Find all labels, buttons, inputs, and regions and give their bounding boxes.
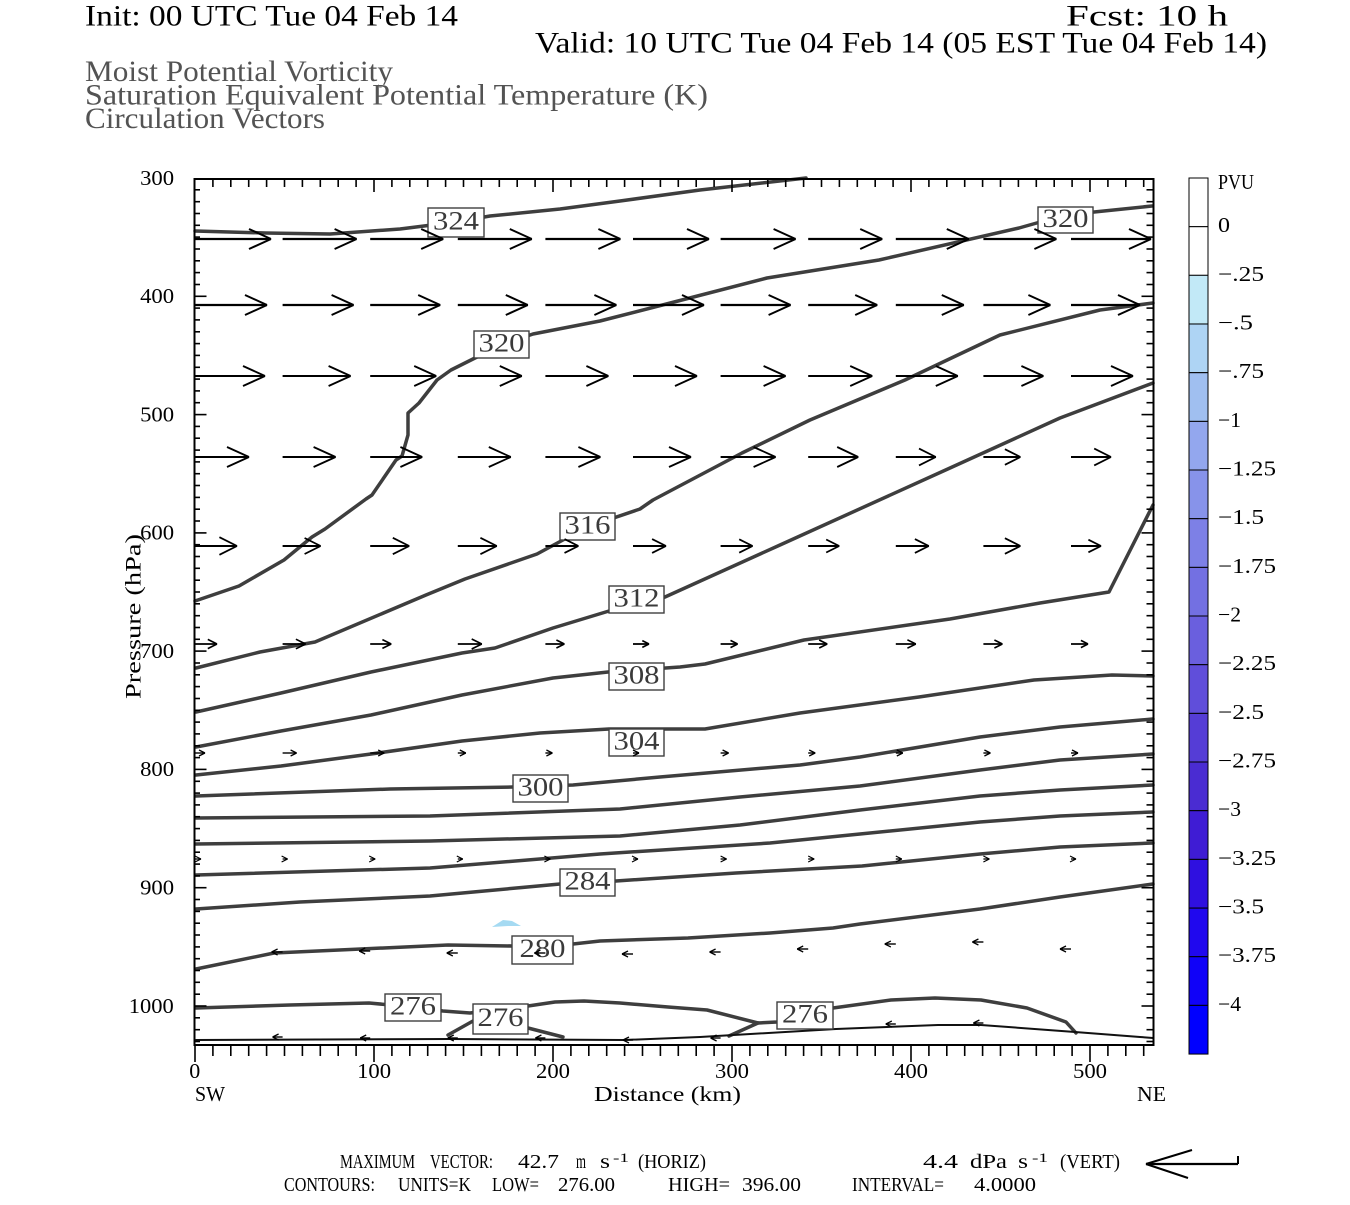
svg-text:INTERVAL=: INTERVAL=: [852, 1175, 944, 1196]
svg-text:−.25: −.25: [1218, 262, 1264, 286]
svg-text:300: 300: [518, 772, 564, 802]
svg-text:0: 0: [1218, 213, 1230, 237]
svg-text:Moist Potential Vorticity: Moist Potential Vorticity: [85, 56, 393, 88]
svg-text:PVU: PVU: [1218, 170, 1254, 194]
svg-text:280: 280: [520, 933, 566, 963]
svg-text:-1: -1: [613, 1150, 629, 1165]
svg-text:4.4: 4.4: [923, 1152, 958, 1173]
svg-text:500: 500: [140, 402, 174, 426]
svg-text:Init: 00 UTC Tue 04: Init: 00 UTC Tue 04 Feb 14: [85, 1, 458, 33]
svg-text:s: s: [1018, 1152, 1028, 1173]
svg-text:−4: −4: [1218, 992, 1242, 1016]
svg-text:276.00: 276.00: [558, 1175, 615, 1196]
svg-text:−3: −3: [1218, 797, 1241, 821]
svg-text:300: 300: [715, 1059, 749, 1083]
svg-text:NE: NE: [1137, 1082, 1166, 1106]
svg-text:4.0000: 4.0000: [974, 1175, 1036, 1196]
svg-text:600: 600: [140, 521, 174, 545]
svg-text:s: s: [600, 1152, 610, 1173]
svg-text:VECTOR:: VECTOR:: [430, 1152, 493, 1173]
svg-text:−1.25: −1.25: [1218, 457, 1276, 481]
svg-text:500: 500: [1073, 1059, 1107, 1083]
svg-text:276: 276: [478, 1002, 524, 1032]
svg-text:LOW=: LOW=: [492, 1175, 539, 1196]
svg-text:UNITS=K: UNITS=K: [398, 1175, 471, 1196]
svg-text:100: 100: [357, 1059, 391, 1083]
svg-text:HIGH=: HIGH=: [668, 1175, 730, 1196]
svg-text:Pressure (hPa): Pressure (hPa): [121, 534, 146, 699]
svg-text:−3.5: −3.5: [1218, 895, 1264, 919]
svg-text:−2.75: −2.75: [1218, 749, 1276, 773]
svg-text:396.00: 396.00: [742, 1175, 801, 1196]
svg-text:dPa: dPa: [970, 1152, 1007, 1173]
svg-text:42.7: 42.7: [518, 1152, 559, 1173]
svg-text:304: 304: [614, 726, 660, 756]
svg-text:−3.75: −3.75: [1218, 943, 1276, 967]
svg-text:316: 316: [565, 510, 611, 540]
svg-text:308: 308: [614, 660, 660, 690]
svg-text:−1: −1: [1218, 408, 1241, 432]
svg-text:800: 800: [140, 757, 174, 781]
svg-text:−1.5: −1.5: [1218, 505, 1264, 529]
svg-text:SW: SW: [195, 1082, 225, 1106]
svg-text:(VERT): (VERT): [1060, 1152, 1120, 1173]
svg-text:200: 200: [536, 1059, 570, 1083]
svg-text:Fcst: 10 h: Fcst: 10 h: [1066, 1, 1228, 33]
svg-text:−2: −2: [1218, 603, 1241, 627]
svg-text:Distance (km): Distance (km): [594, 1082, 741, 1106]
svg-text:900: 900: [140, 876, 174, 900]
svg-text:276: 276: [390, 991, 436, 1021]
svg-text:(HORIZ): (HORIZ): [638, 1152, 706, 1173]
svg-text:400: 400: [140, 284, 174, 308]
svg-text:Valid: 10 UTC Tue 04: Valid: 10 UTC Tue 04 Feb 14 (05 EST Tue …: [535, 28, 1267, 60]
svg-text:Saturation Equivalent Pote: Saturation Equivalent Potential Temperat…: [85, 80, 708, 112]
svg-text:−.5: −.5: [1218, 311, 1253, 335]
svg-text:300: 300: [140, 166, 174, 190]
svg-text:276: 276: [782, 999, 828, 1029]
svg-text:400: 400: [894, 1059, 928, 1083]
svg-text:−2.5: −2.5: [1218, 700, 1264, 724]
svg-text:324: 324: [433, 206, 479, 236]
svg-text:312: 312: [614, 583, 660, 613]
svg-text:CONTOURS:: CONTOURS:: [284, 1175, 375, 1196]
svg-text:−.75: −.75: [1218, 359, 1264, 383]
svg-text:1000: 1000: [129, 994, 174, 1018]
svg-text:284: 284: [565, 866, 611, 896]
svg-text:0: 0: [189, 1059, 200, 1083]
svg-text:m: m: [576, 1152, 586, 1173]
svg-text:−1.75: −1.75: [1218, 554, 1276, 578]
svg-text:320: 320: [479, 328, 525, 358]
svg-text:−2.25: −2.25: [1218, 651, 1276, 675]
svg-text:320: 320: [1043, 203, 1089, 233]
svg-text:MAXIMUM: MAXIMUM: [340, 1152, 415, 1173]
svg-text:700: 700: [140, 639, 174, 663]
svg-text:−3.25: −3.25: [1218, 846, 1276, 870]
svg-text:-1: -1: [1032, 1150, 1048, 1165]
svg-text:Circulation Vectors: Circulation Vectors: [85, 103, 325, 135]
